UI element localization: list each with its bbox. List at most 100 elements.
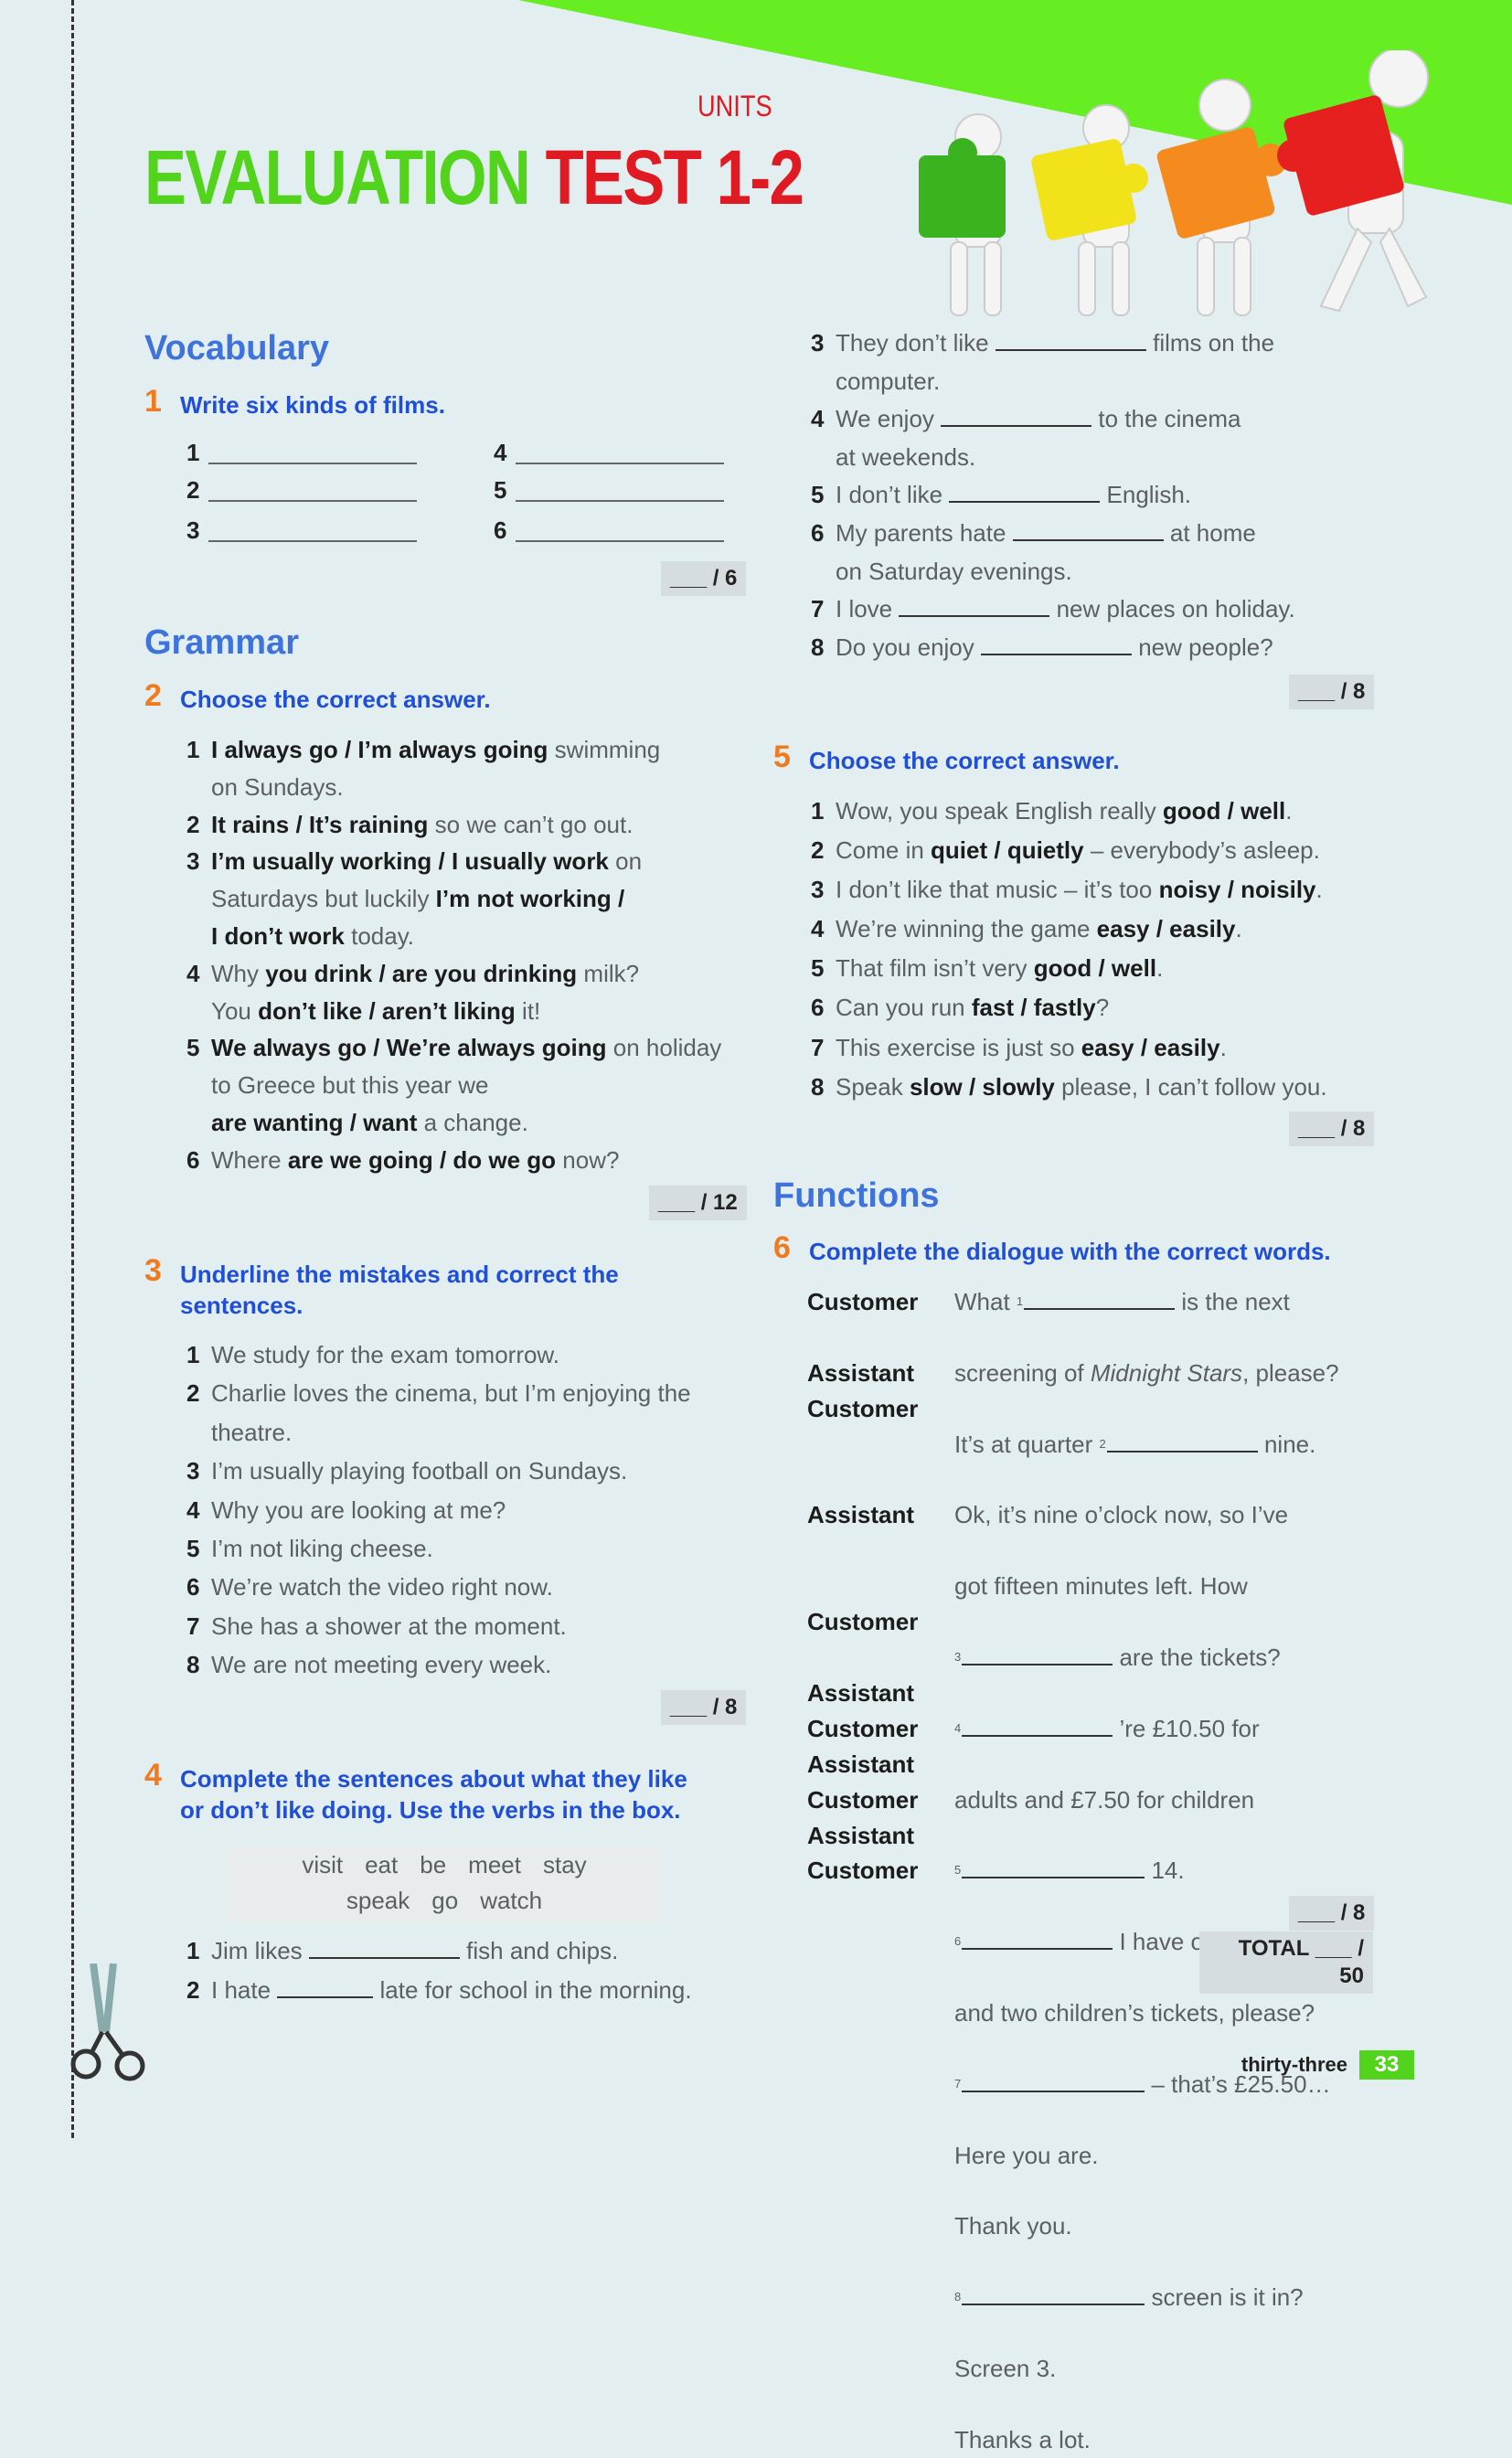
- answer-options: slow / slowly: [909, 1072, 1055, 1101]
- item-number: 4: [494, 439, 507, 466]
- text: Can you run: [836, 994, 972, 1022]
- text: nine.: [1257, 1430, 1316, 1458]
- dialogue-line: 3 are the tickets?: [954, 1640, 1512, 1676]
- answer-blank[interactable]: [1024, 1288, 1176, 1310]
- answer-blank[interactable]: [980, 633, 1132, 655]
- answer-line[interactable]: [208, 540, 417, 542]
- item-line: 1 Jim likes fish and chips.: [186, 1931, 692, 1971]
- text: so we can’t go out.: [428, 810, 634, 838]
- text: I’m usually playing football on Sundays.: [211, 1457, 628, 1485]
- text: Come in: [836, 836, 932, 865]
- answer-line[interactable]: [516, 500, 724, 502]
- text: please, I can’t follow you.: [1054, 1072, 1327, 1101]
- answer-blank[interactable]: [949, 481, 1101, 504]
- dialogue-line: 7 – that’s £25.50…: [954, 2067, 1512, 2102]
- text: We are not meeting every week.: [211, 1651, 552, 1679]
- item-line: 1 I always go / I’m always going swimming: [186, 731, 721, 769]
- text: new places on holiday.: [1049, 595, 1295, 623]
- answer-options: don’t like / aren’t liking: [258, 996, 516, 1025]
- exercise-instruction-line: Underline the mistakes and correct the: [180, 1261, 619, 1288]
- answer-blank[interactable]: [962, 1715, 1113, 1737]
- item-number: 8: [811, 633, 825, 661]
- text: – that’s £25.50…: [1145, 2070, 1331, 2098]
- text: films on the: [1145, 329, 1275, 356]
- item-line: 5 I’m not liking cheese.: [186, 1529, 691, 1568]
- answer-line[interactable]: [208, 500, 417, 502]
- answer-blank[interactable]: [962, 1857, 1145, 1879]
- text: screen is it in?: [1145, 2283, 1304, 2312]
- item-line: at weekends.: [811, 439, 1295, 477]
- dialogue-line: and two children’s tickets, please?: [954, 1995, 1512, 2031]
- answer-blank[interactable]: [962, 1644, 1113, 1666]
- item-line: on Sundays.: [186, 769, 721, 806]
- answer-line[interactable]: [516, 463, 724, 464]
- item-number: 1: [186, 1937, 200, 1964]
- answer-blank[interactable]: [277, 1976, 374, 1998]
- exercise-1-heading: 1 Write six kinds of films.: [144, 386, 445, 420]
- item-number: 3: [186, 847, 200, 876]
- item-line: 6 Can you run fast / fastly?: [811, 988, 1327, 1027]
- item-line: computer.: [811, 363, 1295, 401]
- answer-blank[interactable]: [962, 2070, 1145, 2092]
- text: I don’t like that music – it’s too: [836, 876, 1159, 904]
- dialogue-speaker: Assistant: [807, 1750, 915, 1778]
- text: 14.: [1145, 1857, 1185, 1885]
- dialogue-speaker: Customer: [807, 1288, 919, 1315]
- text: milk?: [577, 959, 640, 987]
- answer-options: I’m not working /: [435, 885, 625, 913]
- exercise-4-items-left: 1 Jim likes fish and chips. 2 I hate late f…: [186, 1931, 692, 2010]
- scissors-icon: [70, 1963, 145, 2081]
- text: Do you enjoy: [836, 633, 981, 661]
- text: now?: [556, 1145, 620, 1174]
- answer-blank[interactable]: [899, 595, 1050, 618]
- text: Thanks a lot.: [954, 2425, 1091, 2453]
- gap-number: 4: [954, 1720, 962, 1735]
- text: late for school in the morning.: [373, 1976, 692, 2004]
- answer-blank[interactable]: [308, 1937, 460, 1959]
- word-box-verb: speak: [346, 1887, 410, 1914]
- item-number: 5: [811, 481, 825, 509]
- text: .: [1315, 876, 1323, 904]
- text: She has a shower at the moment.: [211, 1612, 567, 1640]
- item-number: 5: [494, 476, 507, 504]
- item-line: 7 I love new places on holiday.: [811, 591, 1295, 629]
- item-line: 3 I’m usually playing football on Sundays…: [186, 1452, 691, 1490]
- text: I don’t like: [836, 481, 950, 509]
- answer-blank[interactable]: [962, 1928, 1113, 1951]
- text: English.: [1100, 481, 1192, 509]
- section-grammar-heading: Grammar: [144, 623, 299, 662]
- exercise-6-heading: 6 Complete the dialogue with the correct …: [773, 1232, 1331, 1267]
- exercise-2-items: 1 I always go / I’m always going swimming…: [186, 731, 721, 1179]
- word-box-verb: eat: [365, 1851, 399, 1878]
- dialogue-line: 4 ’re £10.50 for: [954, 1711, 1512, 1747]
- exercise-4-score: ___ / 8: [1289, 675, 1375, 709]
- gap-number: 7: [954, 2076, 962, 2091]
- film-title: Midnight Stars: [1090, 1358, 1243, 1387]
- dialogue-line: got fifteen minutes left. How: [954, 1569, 1512, 1604]
- dialogue-speaker: Customer: [807, 1785, 919, 1814]
- answer-blank[interactable]: [962, 2283, 1145, 2306]
- dialogue-line: 5 14.: [954, 1853, 1512, 1889]
- item-number: 8: [811, 1072, 825, 1101]
- answer-blank[interactable]: [1012, 519, 1164, 541]
- item-number: 6: [186, 1573, 200, 1601]
- answer-options: easy / easily: [1081, 1033, 1220, 1061]
- exercise-4-items-right: 3 They don’t like films on the computer. 4 W…: [811, 325, 1295, 666]
- item-number: 2: [186, 1379, 200, 1408]
- answer-blank[interactable]: [941, 405, 1092, 428]
- item-number: 4: [186, 1495, 200, 1524]
- exercise-5-score: ___ / 8: [1289, 1112, 1375, 1146]
- text: Why: [211, 959, 266, 987]
- dialogue-speaker: Customer: [807, 1394, 919, 1422]
- item-number: 2: [186, 810, 200, 838]
- answer-blank[interactable]: [995, 329, 1146, 351]
- text: .: [1156, 954, 1164, 983]
- word-box-verb: visit: [302, 1851, 344, 1878]
- answer-line[interactable]: [516, 540, 724, 542]
- item-line: 7 This exercise is just so easy / easily.: [811, 1028, 1327, 1068]
- gap-number: 2: [1099, 1436, 1106, 1451]
- dialogue-line: Thank you.: [954, 2208, 1512, 2244]
- answer-line[interactable]: [208, 463, 417, 464]
- answer-blank[interactable]: [1106, 1431, 1258, 1452]
- text: are the tickets?: [1113, 1644, 1281, 1672]
